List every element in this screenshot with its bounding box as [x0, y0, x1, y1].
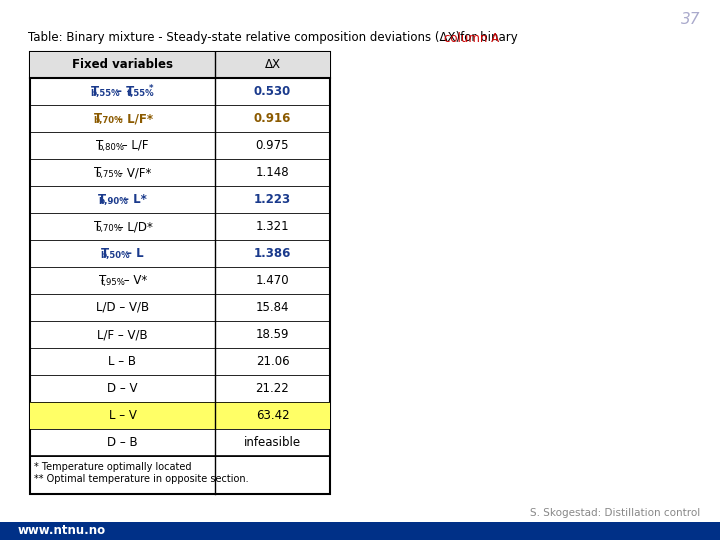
Text: infeasible: infeasible — [244, 436, 301, 449]
Text: 0.530: 0.530 — [254, 85, 291, 98]
Text: column A: column A — [444, 31, 499, 44]
Text: 63.42: 63.42 — [256, 409, 289, 422]
Text: www.ntnu.no: www.ntnu.no — [18, 524, 106, 537]
Text: L – B: L – B — [109, 355, 137, 368]
Text: T: T — [94, 112, 102, 125]
Text: * Temperature optimally located: * Temperature optimally located — [34, 462, 192, 472]
Text: T: T — [99, 274, 106, 287]
Text: b,55%: b,55% — [91, 90, 120, 98]
Text: 1.321: 1.321 — [256, 220, 289, 233]
Text: – L: – L — [122, 247, 144, 260]
Text: 1.148: 1.148 — [256, 166, 289, 179]
Text: 15.84: 15.84 — [256, 301, 289, 314]
Text: Table: Binary mixture - Steady-state relative composition deviations (ΔX)for bin: Table: Binary mixture - Steady-state rel… — [28, 31, 521, 44]
Text: 0.975: 0.975 — [256, 139, 289, 152]
Text: t,55%: t,55% — [127, 90, 155, 98]
Text: T: T — [94, 166, 102, 179]
Text: – L/F*: – L/F* — [113, 112, 153, 125]
Text: – T: – T — [112, 85, 134, 98]
Text: ΔX: ΔX — [264, 58, 281, 71]
Text: 21.06: 21.06 — [256, 355, 289, 368]
Text: b,90%: b,90% — [98, 198, 128, 206]
Text: t,95%: t,95% — [101, 279, 125, 287]
Text: L – V: L – V — [109, 409, 136, 422]
Text: S. Skogestad: Distillation control: S. Skogestad: Distillation control — [530, 508, 700, 518]
Text: b,80%: b,80% — [97, 144, 125, 152]
Text: T: T — [99, 193, 107, 206]
Text: b,50%: b,50% — [101, 252, 130, 260]
Text: b,70%: b,70% — [94, 117, 123, 125]
Text: b,75%: b,75% — [95, 171, 122, 179]
Text: T: T — [94, 220, 102, 233]
Text: – L/D*: – L/D* — [114, 220, 153, 233]
Bar — [30, 52, 330, 78]
Text: – L*: – L* — [120, 193, 147, 206]
Text: T: T — [91, 85, 99, 98]
Text: 37: 37 — [680, 12, 700, 27]
Bar — [0, 522, 720, 540]
Text: 18.59: 18.59 — [256, 328, 289, 341]
Text: T: T — [96, 139, 104, 152]
Text: 21.22: 21.22 — [256, 382, 289, 395]
Bar — [30, 52, 330, 494]
Text: Fixed variables: Fixed variables — [72, 58, 173, 71]
Text: 1.386: 1.386 — [254, 247, 291, 260]
Text: – V*: – V* — [120, 274, 147, 287]
Text: 0.916: 0.916 — [254, 112, 291, 125]
Text: D – B: D – B — [107, 436, 138, 449]
Text: L/F – V/B: L/F – V/B — [97, 328, 148, 341]
Text: ** Optimal temperature in opposite section.: ** Optimal temperature in opposite secti… — [34, 474, 248, 484]
Text: *: * — [149, 84, 153, 93]
Text: D – V: D – V — [107, 382, 138, 395]
Text: L/D – V/B: L/D – V/B — [96, 301, 149, 314]
Text: b,70%: b,70% — [95, 225, 122, 233]
Text: 1.470: 1.470 — [256, 274, 289, 287]
Text: - V/F*: - V/F* — [115, 166, 151, 179]
Text: 1.223: 1.223 — [254, 193, 291, 206]
Text: T: T — [101, 247, 109, 260]
Text: – L/F: – L/F — [118, 139, 148, 152]
Bar — [30, 402, 330, 429]
